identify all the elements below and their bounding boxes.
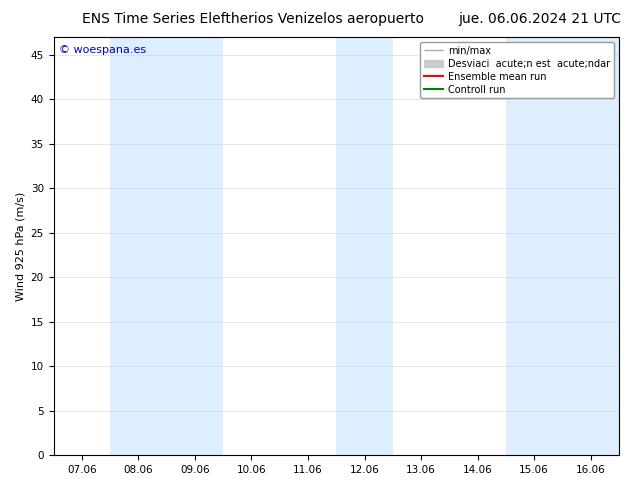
Text: ENS Time Series Eleftherios Venizelos aeropuerto: ENS Time Series Eleftherios Venizelos ae… xyxy=(82,12,424,26)
Text: © woespana.es: © woespana.es xyxy=(59,46,146,55)
Bar xyxy=(167,37,223,455)
Legend: min/max, Desviaci  acute;n est  acute;ndar, Ensemble mean run, Controll run: min/max, Desviaci acute;n est acute;ndar… xyxy=(420,42,614,98)
Text: jue. 06.06.2024 21 UTC: jue. 06.06.2024 21 UTC xyxy=(458,12,621,26)
Bar xyxy=(562,37,619,455)
Y-axis label: Wind 925 hPa (m/s): Wind 925 hPa (m/s) xyxy=(15,192,25,301)
Bar xyxy=(336,37,393,455)
Bar xyxy=(110,37,167,455)
Bar xyxy=(506,37,562,455)
